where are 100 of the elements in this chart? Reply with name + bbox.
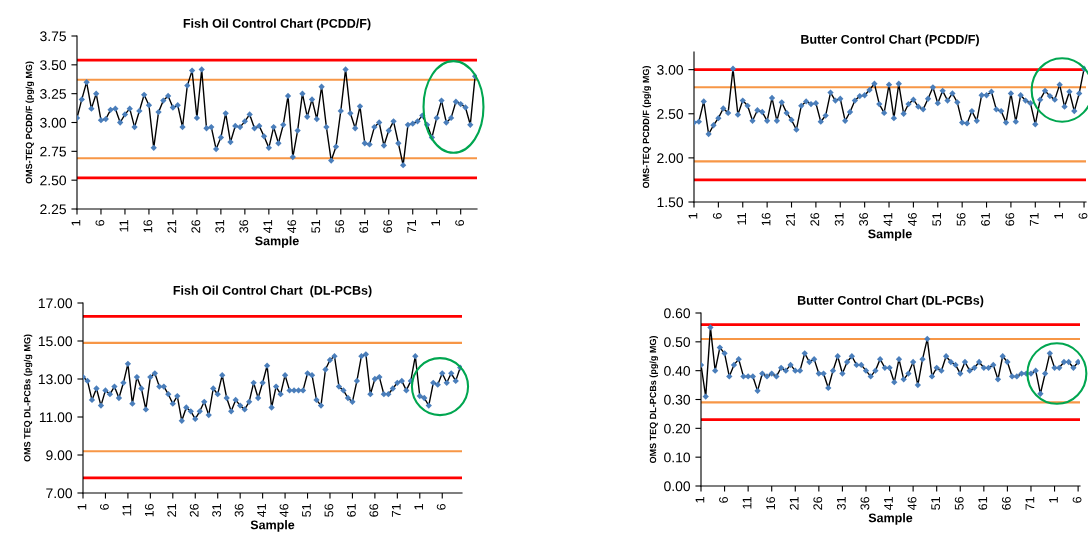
x-tick-label: 61 — [359, 220, 369, 233]
y-tick-label: 3.75 — [40, 31, 66, 42]
y-axis-title: OMS TEQ DL-PCBs (pg/g MG) — [649, 336, 658, 464]
y-tick-label: 0.60 — [664, 308, 691, 319]
x-tick-label: 6 — [436, 503, 446, 510]
x-tick-label: 66 — [369, 503, 379, 517]
x-tick-label: 21 — [789, 497, 799, 510]
x-tick-label: 46 — [287, 219, 297, 234]
x-tick-label: 11 — [122, 504, 132, 516]
y-tick-label: 3.25 — [40, 89, 66, 99]
x-tick-label: 16 — [761, 212, 771, 226]
y-tick-label: 0.40 — [664, 366, 691, 376]
y-tick-label: 3.50 — [40, 60, 67, 70]
x-tick-label: 1 — [1049, 497, 1058, 503]
x-tick-label: 36 — [860, 496, 870, 510]
y-tick-label: 2.75 — [40, 146, 66, 157]
x-tick-label: 61 — [978, 497, 988, 510]
x-tick-label: 31 — [215, 220, 225, 233]
chart-title: Butter Control Chart (DL-PCBs) — [797, 295, 984, 308]
x-tick-label: 66 — [383, 219, 393, 233]
x-tick-label: 31 — [212, 504, 222, 517]
y-tick-label: 3.00 — [40, 117, 67, 128]
chart-title: Fish Oil Control Chart (DL-PCBs) — [173, 285, 372, 298]
x-tick-label: 51 — [931, 497, 941, 510]
x-tick-label: 21 — [167, 220, 177, 233]
x-tick-label: 41 — [263, 220, 273, 234]
x-tick-label: 26 — [191, 219, 201, 233]
x-tick-label: 6 — [712, 212, 722, 219]
y-tick-label: 2.50 — [657, 109, 684, 119]
y-axis-title: OMS-TEQ PCDD/F (pg/g MG) — [25, 61, 34, 184]
x-tick-label: 26 — [189, 503, 199, 517]
x-tick-label: 6 — [455, 219, 465, 226]
y-tick-label: 9.00 — [46, 450, 73, 461]
x-tick-label: 11 — [737, 213, 746, 225]
y-tick-label: 0.10 — [664, 452, 691, 463]
y-tick-label: 0.50 — [664, 337, 691, 347]
x-tick-label: 1 — [1054, 213, 1063, 219]
x-tick-label: 71 — [1025, 497, 1035, 510]
x-tick-label: 56 — [954, 496, 964, 510]
x-tick-label: 21 — [167, 504, 177, 517]
x-axis-title: Sample — [250, 520, 295, 532]
x-tick-label: 1 — [414, 504, 424, 510]
x-tick-label: 6 — [95, 219, 105, 226]
x-tick-label: 71 — [1029, 213, 1039, 226]
x-axis-title: Sample — [868, 229, 912, 241]
x-tick-label: 56 — [956, 212, 966, 226]
x-tick-label: 11 — [119, 220, 129, 232]
y-tick-label: 0.00 — [664, 481, 691, 492]
x-tick-label: 56 — [335, 219, 345, 233]
x-tick-label: 1 — [77, 504, 87, 510]
x-tick-label: 6 — [1078, 212, 1088, 219]
x-tick-label: 51 — [302, 504, 311, 517]
x-tick-label: 36 — [234, 503, 244, 517]
y-tick-label: 13.00 — [38, 374, 73, 385]
chart-title: Butter Control Chart (PCDD/F) — [801, 34, 979, 47]
x-tick-label: 31 — [834, 213, 844, 226]
x-tick-label: 41 — [257, 504, 266, 518]
x-tick-label: 16 — [144, 503, 154, 517]
x-tick-label: 71 — [407, 220, 416, 233]
x-tick-label: 26 — [813, 496, 823, 510]
x-tick-label: 6 — [99, 503, 109, 510]
x-tick-label: 61 — [346, 504, 356, 517]
y-tick-label: 3.00 — [657, 64, 684, 75]
x-tick-label: 51 — [311, 220, 321, 233]
x-tick-label: 16 — [143, 219, 153, 233]
x-tick-label: 66 — [1005, 212, 1015, 226]
x-tick-label: 6 — [1072, 496, 1082, 503]
x-tick-label: 46 — [907, 212, 917, 227]
x-tick-label: 61 — [981, 213, 990, 226]
x-tick-label: 6 — [719, 496, 728, 503]
x-tick-label: 1 — [688, 213, 698, 219]
x-tick-label: 56 — [324, 503, 334, 517]
y-tick-label: 11.00 — [39, 412, 73, 423]
x-axis-title: Sample — [255, 236, 299, 248]
y-tick-label: 15.00 — [38, 336, 73, 347]
x-tick-label: 1 — [695, 497, 705, 503]
x-tick-label: 41 — [883, 213, 893, 227]
x-tick-label: 16 — [766, 496, 776, 510]
chart-title: Fish Oil Control Chart (PCDD/F) — [183, 18, 371, 31]
y-tick-label: 0.20 — [664, 423, 691, 434]
x-tick-label: 46 — [907, 496, 917, 511]
x-tick-label: 46 — [279, 503, 289, 518]
y-tick-label: 0.30 — [664, 394, 691, 405]
x-tick-label: 1 — [431, 220, 440, 226]
y-tick-label: 1.50 — [657, 197, 684, 208]
x-tick-label: 1 — [71, 220, 81, 226]
x-tick-label: 41 — [884, 497, 893, 511]
y-tick-label: 2.25 — [40, 204, 66, 215]
x-tick-label: 36 — [859, 212, 868, 226]
x-tick-label: 66 — [1001, 496, 1011, 510]
x-tick-label: 71 — [391, 504, 401, 517]
x-tick-label: 51 — [932, 213, 942, 226]
x-tick-label: 36 — [239, 219, 249, 233]
y-tick-label: 2.50 — [40, 175, 67, 186]
x-tick-label: 11 — [742, 497, 752, 509]
y-axis-title: OMS-TEQ PCDD/F (pg/g MG) — [642, 66, 651, 189]
y-axis-title: OMS TEQ DL-PCBs (pg/g MG) — [23, 334, 33, 462]
y-tick-label: 2.00 — [657, 153, 684, 164]
x-axis-title: Sample — [868, 513, 913, 525]
y-tick-label: 17.00 — [38, 298, 73, 309]
